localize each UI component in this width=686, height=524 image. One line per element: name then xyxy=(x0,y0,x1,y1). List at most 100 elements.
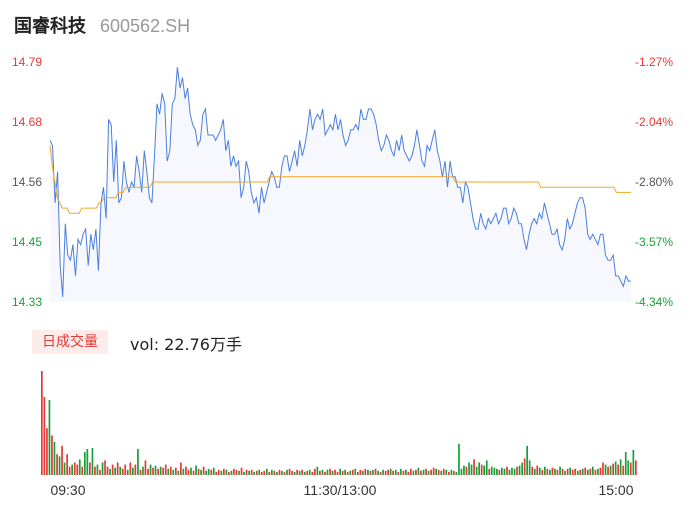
volume-bar xyxy=(109,468,111,475)
volume-bar xyxy=(445,469,448,475)
volume-bar xyxy=(397,471,400,475)
volume-bar xyxy=(357,471,359,475)
price-chart xyxy=(49,67,631,302)
volume-bar xyxy=(425,468,427,475)
volume-bar xyxy=(440,470,443,475)
volume-bar xyxy=(89,462,91,475)
volume-bar xyxy=(622,465,625,475)
volume-bar xyxy=(442,468,445,475)
volume-bar xyxy=(101,462,104,475)
y-left-tick-label: 14.79 xyxy=(12,55,42,69)
volume-bar xyxy=(468,462,470,475)
x-tick-label: 15:00 xyxy=(598,482,633,498)
volume-bar xyxy=(319,470,321,475)
volume-bar xyxy=(435,468,437,475)
volume-bar xyxy=(233,468,235,475)
volume-bar xyxy=(230,470,233,475)
volume-bar xyxy=(450,469,453,475)
volume-bar xyxy=(324,471,326,475)
volume-bar xyxy=(508,469,511,475)
volume-bar xyxy=(556,469,559,475)
volume-bar xyxy=(66,454,68,475)
volume-bar xyxy=(405,469,407,475)
volume-bar xyxy=(369,470,372,475)
volume-bar xyxy=(78,459,81,475)
volume-bar xyxy=(410,468,412,475)
volume-bar xyxy=(258,469,261,475)
volume-bar xyxy=(311,471,314,475)
volume-bar xyxy=(111,464,114,475)
volume-bar xyxy=(53,441,56,475)
volume-bar xyxy=(126,469,129,475)
volume-bar xyxy=(63,462,66,475)
volume-bar xyxy=(420,470,422,475)
volume-bar xyxy=(240,467,243,475)
volume-bar xyxy=(58,456,61,475)
volume-bar xyxy=(592,466,594,475)
average-price-line xyxy=(49,145,631,214)
volume-bar xyxy=(144,460,147,475)
volume-bar xyxy=(402,470,405,475)
volume-bar xyxy=(152,467,154,475)
volume-bar xyxy=(513,468,516,475)
volume-bar xyxy=(597,468,599,475)
volume-bar xyxy=(392,470,394,475)
volume-bar xyxy=(432,467,435,475)
price-area-fill xyxy=(50,67,631,302)
volume-bar xyxy=(217,469,220,475)
volume-bar xyxy=(624,452,627,475)
volume-bar xyxy=(202,466,205,475)
volume-bar xyxy=(566,468,569,475)
volume-bar xyxy=(96,464,99,475)
volume-bar xyxy=(612,463,614,475)
volume-bar xyxy=(635,460,637,475)
volume-bar xyxy=(614,461,617,475)
volume-chart xyxy=(41,371,637,475)
volume-bar xyxy=(331,470,334,475)
volume-bar xyxy=(172,469,175,475)
volume-bar xyxy=(276,471,278,475)
y-left-tick-label: 14.45 xyxy=(12,235,42,249)
volume-bar xyxy=(293,471,296,475)
volume-bar xyxy=(544,466,546,475)
volume-bar xyxy=(417,467,420,475)
volume-bar xyxy=(501,467,503,475)
volume-bar xyxy=(531,466,534,475)
volume-bar xyxy=(243,471,245,475)
y-right-tick-label: -1.27% xyxy=(635,55,673,69)
volume-bar xyxy=(164,464,167,475)
volume-bar xyxy=(475,466,478,475)
volume-bar xyxy=(382,469,384,475)
volume-bar xyxy=(336,471,339,475)
volume-bar xyxy=(564,470,566,475)
volume-bar xyxy=(470,464,473,475)
volume-bar xyxy=(589,468,592,475)
y-right-tick-label: -2.80% xyxy=(635,175,673,189)
volume-bar xyxy=(584,467,587,475)
volume-bar xyxy=(576,470,579,475)
volume-bar xyxy=(142,466,144,475)
volume-bar xyxy=(303,471,306,475)
axis-ticks: 14.79 14.68 14.56 14.45 14.33 -1.27% -2.04% -2.… xyxy=(12,55,673,498)
volume-bar xyxy=(377,470,379,475)
price-line xyxy=(49,67,631,297)
x-tick-label: 11:30/13:00 xyxy=(304,482,377,498)
volume-bar xyxy=(458,443,460,475)
volume-bar xyxy=(260,471,263,475)
volume-bar xyxy=(84,452,86,475)
volume-bar xyxy=(341,470,344,475)
volume-bar xyxy=(281,470,283,475)
volume-bar xyxy=(349,470,352,475)
volume-bar xyxy=(394,469,397,475)
volume-bar xyxy=(192,470,195,475)
volume-bar xyxy=(180,462,182,475)
volume-badge[interactable]: 日成交量 xyxy=(32,330,108,354)
volume-bar xyxy=(228,471,230,475)
volume-bar xyxy=(68,466,71,475)
volume-bar xyxy=(599,467,602,475)
volume-bar xyxy=(121,468,124,475)
volume-bar xyxy=(212,467,215,475)
volume-bar xyxy=(346,471,349,475)
stock-name: 国睿科技 xyxy=(14,16,86,37)
volume-bar xyxy=(389,468,392,475)
